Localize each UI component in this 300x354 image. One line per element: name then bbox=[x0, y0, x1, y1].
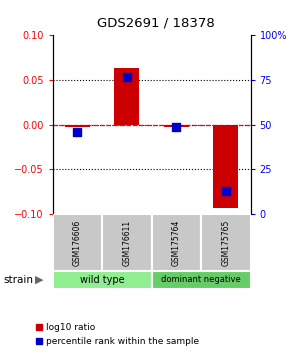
Bar bbox=[152, 271, 250, 289]
Text: GDS2691 / 18378: GDS2691 / 18378 bbox=[97, 17, 215, 29]
Bar bbox=[52, 271, 152, 289]
Point bbox=[124, 74, 129, 79]
Bar bbox=[164, 125, 189, 127]
Text: ▶: ▶ bbox=[34, 275, 43, 285]
Point bbox=[174, 124, 179, 130]
Point bbox=[75, 129, 80, 135]
Bar bbox=[65, 125, 90, 127]
Text: GSM176611: GSM176611 bbox=[122, 219, 131, 266]
Text: GSM176606: GSM176606 bbox=[73, 219, 82, 266]
Text: wild type: wild type bbox=[80, 275, 124, 285]
Bar bbox=[201, 214, 250, 271]
Bar bbox=[152, 214, 201, 271]
Bar bbox=[213, 125, 238, 208]
Point bbox=[224, 188, 228, 194]
Text: dominant negative: dominant negative bbox=[161, 275, 241, 284]
Text: GSM175765: GSM175765 bbox=[221, 219, 230, 266]
Bar bbox=[114, 68, 139, 125]
Bar bbox=[102, 214, 152, 271]
Legend: log10 ratio, percentile rank within the sample: log10 ratio, percentile rank within the … bbox=[32, 320, 203, 349]
Text: GSM175764: GSM175764 bbox=[172, 219, 181, 266]
Text: strain: strain bbox=[3, 275, 33, 285]
Bar bbox=[52, 214, 102, 271]
